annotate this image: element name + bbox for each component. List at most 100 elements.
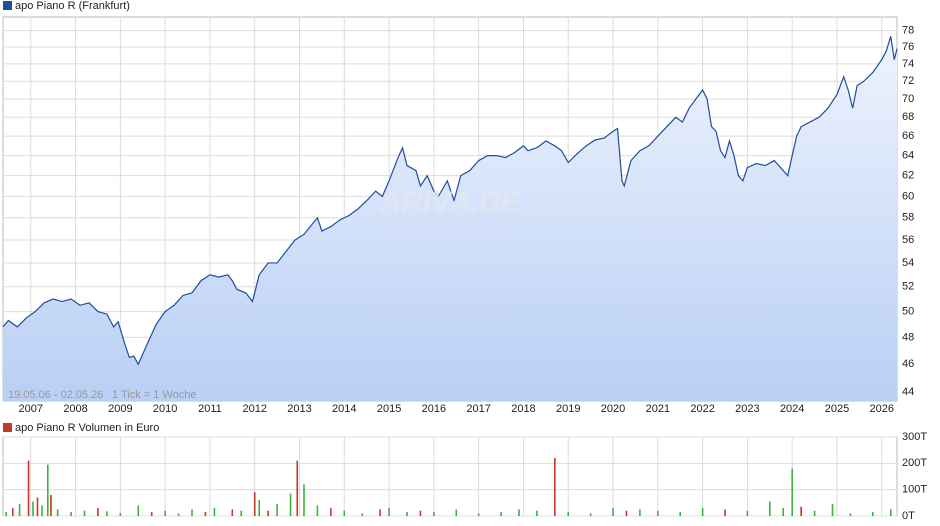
volume-bar [813, 510, 816, 516]
x-tick-label: 2025 [825, 403, 849, 415]
tick-note: 1 Tick = 1 Woche [112, 389, 196, 401]
legend-swatch [3, 423, 12, 432]
volume-bar [455, 509, 458, 516]
legend-label: apo Piano R Volumen in Euro [15, 422, 159, 434]
y-tick-label: 300T [902, 431, 927, 443]
x-tick-label: 2017 [466, 403, 490, 415]
y-tick-label: 58 [902, 212, 914, 224]
watermark: ARIVA.DE [378, 186, 521, 219]
x-tick-label: 2026 [870, 403, 894, 415]
volume-bar [567, 512, 570, 516]
y-tick-label: 44 [902, 386, 914, 398]
x-tick-label: 2015 [377, 403, 401, 415]
y-tick-label: 48 [902, 331, 914, 343]
volume-bar [889, 509, 892, 516]
volume-bar [12, 508, 14, 516]
x-tick-label: 2010 [153, 403, 177, 415]
volume-bar [768, 501, 771, 516]
volume-bar [316, 505, 319, 516]
volume-bar [56, 509, 59, 516]
volume-bar [258, 500, 260, 516]
x-tick-label: 2014 [332, 403, 356, 415]
plot-area [2, 436, 898, 517]
period-note: 19.05.06 - 02.05.26 [8, 389, 103, 401]
volume-bar [800, 506, 802, 516]
y-tick-label: 54 [902, 257, 914, 269]
volume-bar [27, 460, 30, 516]
volume-bar [276, 504, 278, 516]
x-tick-label: 2023 [735, 403, 759, 415]
x-tick-label: 2022 [690, 403, 714, 415]
x-tick-label: 2020 [601, 403, 625, 415]
volume-bar [433, 512, 435, 516]
volume-bar [18, 504, 21, 516]
x-tick-label: 2009 [108, 403, 132, 415]
y-tick-label: 56 [902, 234, 914, 246]
volume-bar [150, 512, 153, 516]
volume-bar [303, 484, 305, 516]
volume-bar [419, 510, 422, 516]
volume-bar [657, 510, 659, 516]
x-tick-label: 2018 [511, 403, 535, 415]
volume-bar [70, 512, 72, 516]
volume-bar [625, 510, 628, 516]
volume-bar [46, 464, 49, 516]
volume-bar [296, 460, 299, 516]
volume-bar [554, 458, 556, 516]
price-line [2, 36, 898, 366]
x-tick-label: 2012 [242, 403, 266, 415]
volume-bar [106, 511, 108, 516]
volume-bar [289, 493, 292, 516]
y-tick-label: 0T [902, 510, 915, 522]
y-tick-label: 52 [902, 281, 914, 293]
x-tick-label: 2008 [63, 403, 87, 415]
y-tick-label: 50 [902, 305, 914, 317]
volume-bar [330, 508, 332, 516]
volume-bar [701, 508, 704, 516]
y-tick-label: 74 [902, 58, 914, 70]
volume-bar [5, 512, 7, 516]
volume-bar [518, 509, 520, 516]
y-tick-label: 62 [902, 170, 914, 182]
volume-bar [791, 468, 793, 516]
y-tick-label: 200T [902, 457, 927, 469]
volume-bar [361, 513, 364, 516]
volume-bar [679, 512, 682, 516]
volume-bar [36, 497, 39, 516]
volume-bar [32, 501, 34, 516]
y-tick-label: 64 [902, 150, 914, 162]
y-tick-label: 70 [902, 93, 914, 105]
volume-bar [204, 512, 207, 516]
y-tick-label: 60 [902, 190, 914, 202]
volume-bar [388, 508, 390, 516]
volume-bar [782, 508, 785, 516]
y-tick-label: 78 [902, 25, 914, 37]
volume-bar [872, 512, 874, 516]
volume-bar [639, 509, 641, 516]
legend-label: apo Piano R (Frankfurt) [15, 0, 130, 12]
x-tick-label: 2007 [19, 403, 43, 415]
volume-bar [137, 505, 140, 516]
x-tick-label: 2013 [287, 403, 311, 415]
volume-bar [343, 510, 346, 516]
volume-bar [500, 512, 502, 516]
volume-bar [97, 508, 99, 516]
y-tick-label: 68 [902, 111, 914, 123]
volume-bar [164, 510, 166, 516]
volume-bar [41, 505, 43, 516]
volume-bar [253, 492, 256, 516]
x-tick-label: 2011 [198, 403, 222, 415]
volume-bar [83, 510, 86, 516]
volume-bar [536, 510, 538, 516]
volume-bar [746, 510, 749, 516]
volume-bar [612, 508, 614, 516]
volume-bar [589, 513, 592, 516]
x-tick-label: 2024 [780, 403, 804, 415]
volume-bar [50, 494, 52, 516]
volume-bar [119, 512, 122, 516]
y-tick-label: 66 [902, 130, 914, 142]
volume-bar [477, 513, 480, 516]
volume-bar [267, 510, 269, 516]
x-tick-label: 2016 [422, 403, 446, 415]
